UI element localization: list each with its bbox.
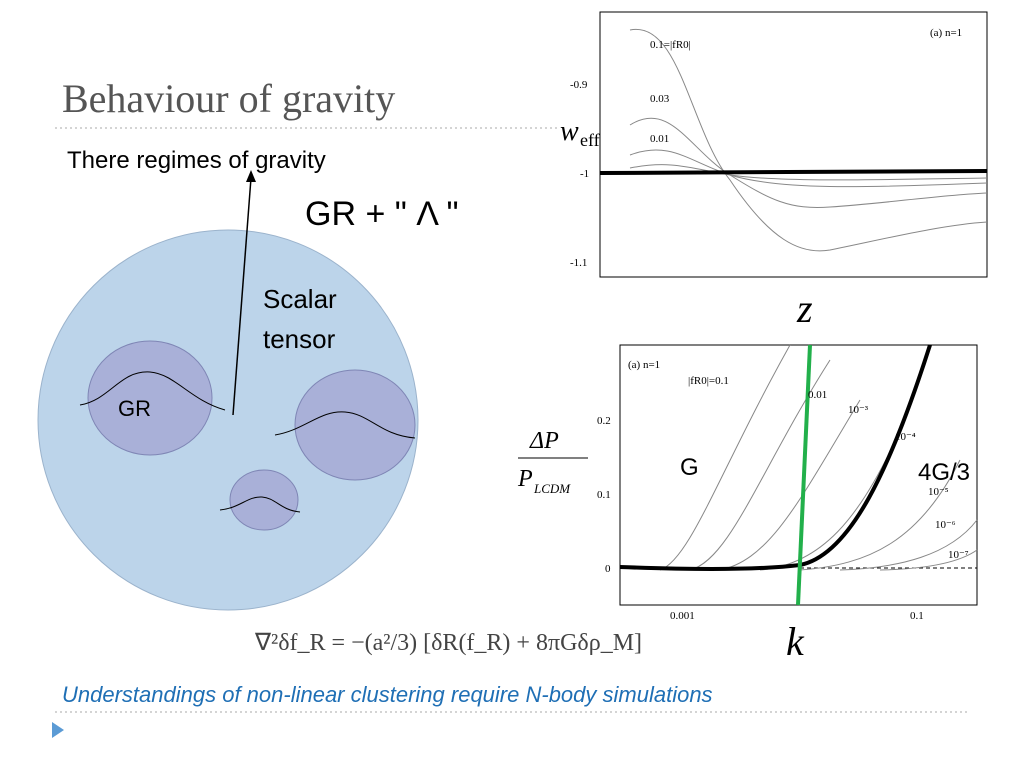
y-label-sub: eff (580, 130, 600, 150)
y-tick-label: 0.2 (597, 415, 611, 427)
curve-label: 0.03 (650, 93, 670, 105)
curve (839, 519, 978, 571)
panel-label: (a) n=1 (930, 27, 962, 39)
profile (274, 411, 416, 439)
inner-label: GR (118, 396, 151, 421)
footer: Understandings of non-linear clustering … (62, 682, 713, 707)
outer-label: Scalar (263, 284, 337, 314)
x-tick-label: 0.001 (670, 610, 695, 622)
y-tick-label: 0.1 (597, 489, 611, 501)
curve (629, 164, 988, 181)
curve-label: 10⁻⁴ (895, 431, 916, 443)
profile (79, 371, 226, 411)
y-tick-label: -1 (580, 168, 589, 180)
profile (219, 496, 301, 513)
bullet (52, 722, 64, 738)
curve-label: 10⁻⁶ (935, 519, 956, 531)
region (87, 340, 213, 456)
arrow (232, 177, 252, 416)
transition-line (796, 344, 812, 606)
curve-label: 0.01 (808, 389, 827, 401)
y-label: w (560, 116, 579, 147)
curve (659, 344, 791, 571)
curve (629, 149, 988, 188)
outer-label: tensor (263, 324, 336, 354)
regime-label: G (680, 454, 699, 481)
curve (799, 459, 961, 571)
outer-circle (37, 229, 419, 611)
curve-label: |fR0|=0.1 (688, 375, 729, 387)
curve-label: 10⁻⁷ (948, 549, 969, 561)
x-tick-label: 0.1 (910, 610, 924, 622)
lambda-formula: GR + " Λ " (305, 195, 459, 233)
panel-label: (a) n=1 (628, 359, 660, 371)
title: Behaviour of gravity (62, 76, 395, 121)
model-curve (619, 344, 932, 572)
curve (629, 117, 988, 208)
curve-label: 10⁻⁵ (928, 486, 949, 498)
y-tick-label: 0 (605, 563, 611, 575)
region (294, 369, 416, 481)
curve (719, 399, 861, 571)
plot-frame (599, 11, 988, 278)
curve (689, 359, 831, 571)
x-label: k (786, 619, 805, 664)
curve (879, 549, 978, 571)
equation: ∇²δf_R = −(a²/3) [δR(f_R) + 8πGδρ_M] (254, 630, 642, 656)
curve-label: 0.01 (650, 133, 669, 145)
regime-label: 4G/3 (918, 459, 970, 486)
lcdm-line (599, 169, 988, 175)
curve-label: 10⁻³ (848, 404, 869, 416)
y-tick-label: -1.1 (570, 257, 587, 269)
region (229, 469, 299, 531)
curve (629, 28, 988, 252)
y-label-den: P (517, 466, 533, 492)
y-label-den-sub: LCDM (533, 481, 571, 496)
curve-label: 0.1=|fR0| (650, 39, 691, 51)
x-label: z (796, 286, 813, 331)
arrow-head (246, 170, 256, 182)
y-label-num: ΔP (529, 428, 559, 454)
subtitle: There regimes of gravity (67, 147, 326, 174)
y-tick-label: -0.9 (570, 79, 588, 91)
